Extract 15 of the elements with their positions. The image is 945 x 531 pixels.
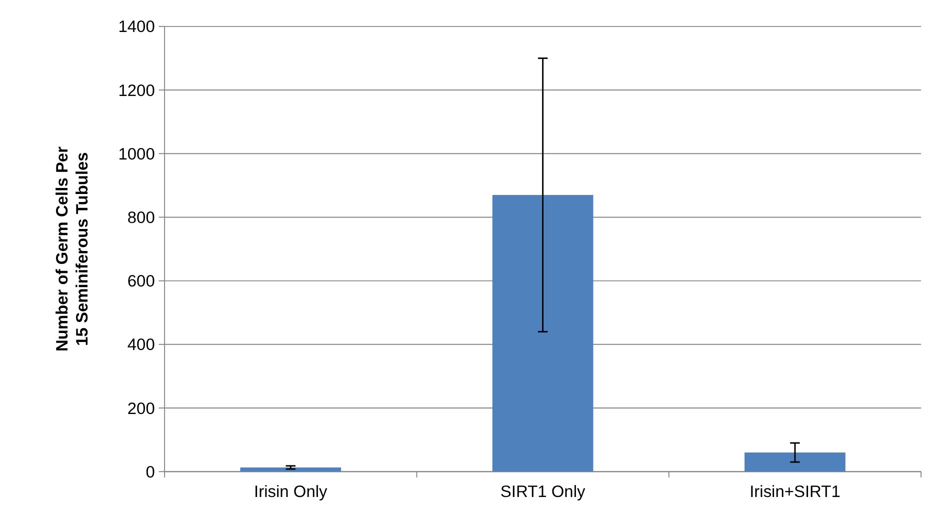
x-tick-label: SIRT1 Only (500, 482, 586, 501)
bar (240, 467, 342, 472)
x-tick-label: Irisin Only (254, 482, 328, 501)
y-tick-label: 400 (127, 336, 155, 354)
x-tick-label: Irisin+SIRT1 (750, 482, 840, 501)
bar (744, 452, 846, 472)
y-tick-label: 1000 (118, 145, 155, 164)
y-tick-label: 800 (127, 208, 155, 227)
y-tick-label: 200 (127, 400, 155, 418)
y-tick-label: 1400 (118, 18, 155, 36)
y-tick-label: 0 (146, 463, 155, 482)
bar (492, 194, 594, 472)
y-tick-label: 600 (127, 272, 155, 291)
y-axis-title: Number of Germ Cells Per 15 Seminiferous Tubules (53, 146, 92, 352)
y-tick-label: 1200 (118, 82, 155, 100)
